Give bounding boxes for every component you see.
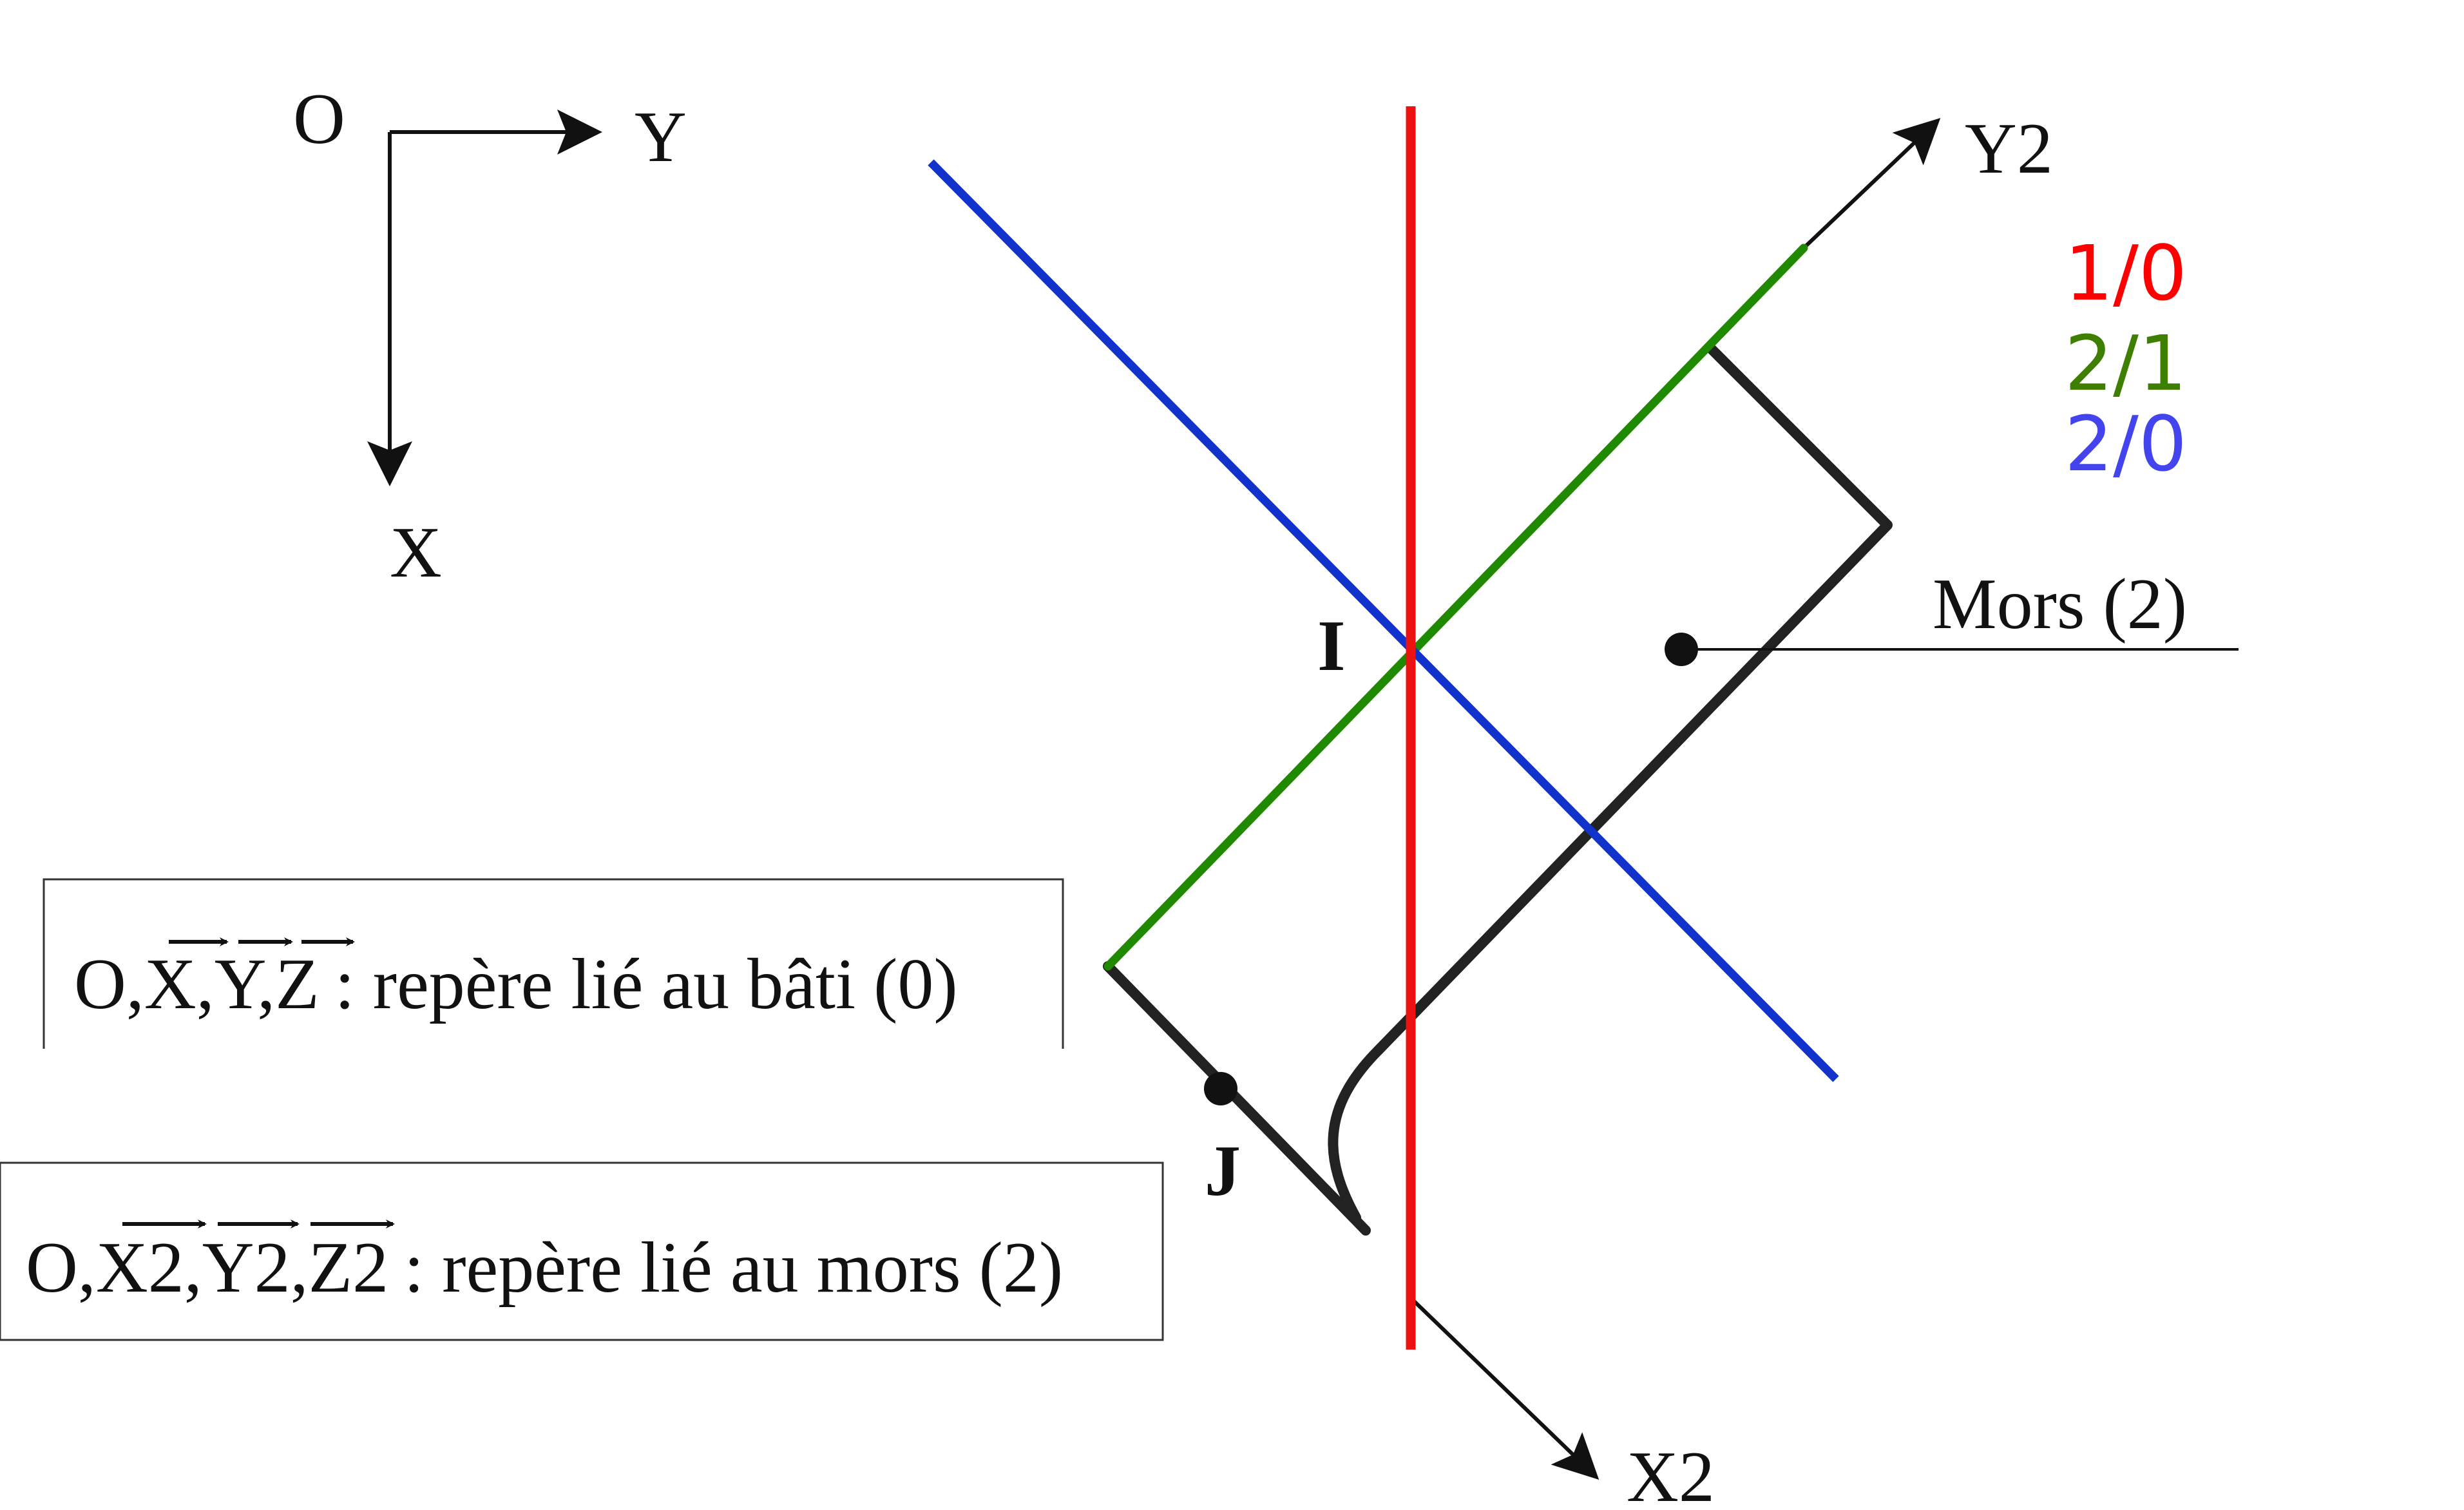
y-axis-label: Y bbox=[635, 97, 687, 177]
x2-axis-label: X2 bbox=[1627, 1437, 1715, 1510]
fixed-frame-text: O,X,Y,Z: repère lié au bâti (0) bbox=[74, 944, 958, 1024]
jaw-frame-sep-1: , bbox=[184, 1228, 202, 1308]
point-j-label: J bbox=[1205, 1131, 1241, 1211]
x2-axis-arrow bbox=[1406, 1293, 1600, 1480]
jaw-frame-box: O,X2,Y2,Z2: repère lié au mors (2) bbox=[0, 1161, 1164, 1341]
fixed-frame-suffix: : repère lié au bâti (0) bbox=[335, 944, 958, 1024]
fixed-frame-prefix: O, bbox=[74, 944, 144, 1024]
fixed-frame-axes: O Y X bbox=[293, 79, 687, 593]
jaw-top-edge bbox=[1373, 343, 1893, 1055]
mors-label: Mors (2) bbox=[1933, 564, 2187, 644]
jaw-frame-vector-y2: Y2 bbox=[202, 1228, 291, 1308]
jaw-frame-box-outline bbox=[0, 1161, 1164, 1341]
point-j-dot bbox=[1204, 1072, 1237, 1105]
jaw-frame-prefix: O, bbox=[26, 1228, 96, 1308]
jaw-frame-vector-x2: X2 bbox=[96, 1228, 184, 1308]
fixed-frame-sep-2: , bbox=[257, 944, 275, 1024]
fixed-frame-box-outline bbox=[43, 878, 1064, 1049]
origin-label: O bbox=[293, 79, 345, 159]
jaw-frame-sep-2: , bbox=[291, 1228, 309, 1308]
jaw-frame-axes: X2 Y2 bbox=[1406, 109, 2053, 1510]
fixed-frame-box: O,X,Y,Z: repère lié au bâti (0) bbox=[43, 878, 1064, 1049]
fixed-frame-vector-y: Y bbox=[215, 944, 265, 1024]
fixed-frame-sep-1: , bbox=[196, 944, 215, 1024]
y2-axis-arrow bbox=[1802, 118, 1941, 250]
line-2-0-blue bbox=[928, 159, 1839, 1082]
jaw-shape bbox=[1103, 343, 1893, 1236]
jaw-rounded-foot bbox=[1328, 1045, 1384, 1223]
jaw-bottom-edge bbox=[1103, 961, 1371, 1236]
legend-item-2-1: 2/1 bbox=[2065, 319, 2187, 408]
jaw-frame-text: O,X2,Y2,Z2: repère lié au mors (2) bbox=[26, 1228, 1063, 1308]
line-2-1-green bbox=[1103, 244, 1808, 971]
x-axis-label: X bbox=[390, 513, 442, 593]
part-annotation: Mors (2) bbox=[1665, 564, 2239, 666]
y2-axis-label: Y2 bbox=[1965, 109, 2053, 189]
legend-item-1-0: 1/0 bbox=[2065, 229, 2187, 318]
fixed-frame-vector-z: Z bbox=[275, 944, 319, 1024]
jaw-frame-vector-z2: Z2 bbox=[309, 1228, 388, 1308]
fixed-frame-vector-x: X bbox=[144, 944, 196, 1024]
legend-item-2-0: 2/0 bbox=[2065, 399, 2187, 488]
color-legend: 1/0 2/1 2/0 bbox=[2065, 229, 2187, 488]
jaw-frame-suffix: : repère lié au mors (2) bbox=[404, 1228, 1063, 1308]
point-i-label: I bbox=[1317, 606, 1346, 686]
points: I J bbox=[1204, 606, 1346, 1211]
